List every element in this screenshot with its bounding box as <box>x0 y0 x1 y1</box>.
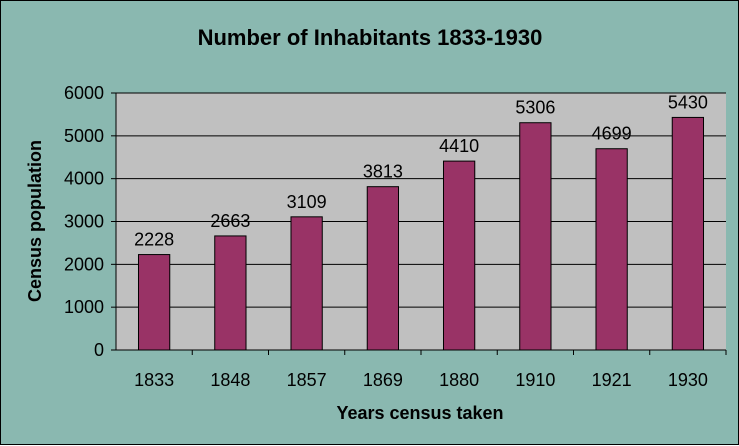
x-tick-label: 1848 <box>210 370 250 390</box>
bar <box>595 148 628 351</box>
data-label: 5430 <box>668 92 708 112</box>
y-tick-label: 5000 <box>64 126 104 146</box>
data-label: 4699 <box>592 124 632 144</box>
x-tick-label: 1857 <box>287 370 327 390</box>
data-label: 3109 <box>287 192 327 212</box>
x-tick-label: 1880 <box>439 370 479 390</box>
data-label: 3813 <box>363 162 403 182</box>
x-tick-label: 1869 <box>363 370 403 390</box>
y-tick-label: 4000 <box>64 169 104 189</box>
y-tick-label: 3000 <box>64 212 104 232</box>
x-tick-label: 1930 <box>668 370 708 390</box>
bar <box>442 160 476 351</box>
bar <box>519 122 552 351</box>
y-axis-label: Census population <box>25 140 45 302</box>
data-label: 5306 <box>515 98 555 118</box>
data-label: 2228 <box>134 230 174 250</box>
plot-area: 0 1000 2000 3000 4000 5000 6000 2228 1833 2663 184… <box>64 83 727 390</box>
bar <box>366 186 400 351</box>
bar <box>214 235 247 351</box>
x-axis-label: Years census taken <box>336 403 503 423</box>
y-tick-label: 0 <box>94 340 104 360</box>
y-tick-label: 6000 <box>64 83 104 103</box>
bar <box>137 254 171 351</box>
x-tick-label: 1910 <box>515 370 555 390</box>
chart-title: Number of Inhabitants 1833-1930 <box>198 25 543 50</box>
data-label: 2663 <box>210 211 250 231</box>
x-tick-label: 1833 <box>134 370 174 390</box>
bar <box>290 216 323 351</box>
y-tick-label: 1000 <box>64 297 104 317</box>
data-label: 4410 <box>439 136 479 156</box>
y-tick-label: 2000 <box>64 254 104 274</box>
bar <box>671 116 705 351</box>
x-tick-label: 1921 <box>592 370 632 390</box>
